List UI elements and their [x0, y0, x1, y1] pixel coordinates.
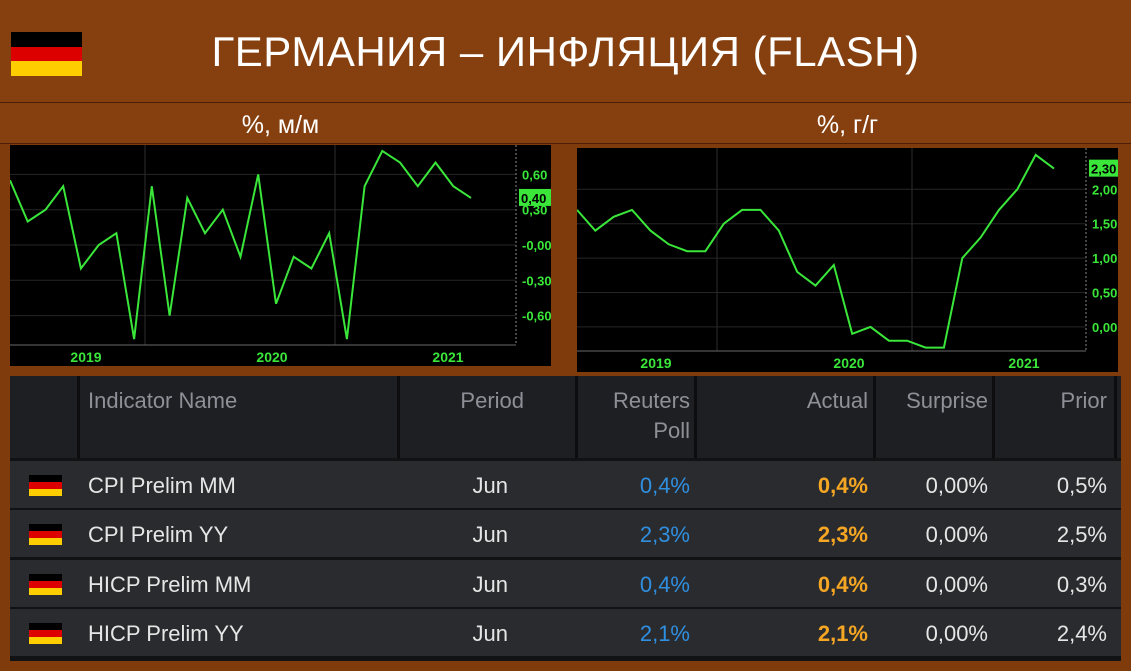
chart-yy-title: %, г/г	[816, 111, 879, 139]
current-value-badge	[519, 188, 551, 206]
germany-flag-icon	[11, 32, 82, 76]
y-tick-label: -0,00	[522, 238, 551, 253]
header-indicator-name[interactable]: Indicator Name	[88, 388, 238, 413]
cell-reuters-poll: 0,4%	[639, 473, 690, 498]
column-divider	[397, 376, 400, 458]
cell-actual: 2,3%	[817, 522, 868, 547]
table-row[interactable]: HICP Prelim MM Jun 0,4% 0,4% 0,00% 0,3%	[10, 560, 1121, 607]
header-reuters-poll[interactable]: Reuters Poll	[578, 376, 690, 458]
series-line	[577, 153, 1055, 349]
column-divider	[1114, 376, 1117, 458]
y-tick-label: 0,60	[522, 167, 547, 182]
column-divider	[575, 376, 578, 458]
germany-flag-icon	[29, 475, 62, 496]
column-divider	[873, 376, 876, 458]
chart-mm: 0,60 0,30 -0,00 -0,30 -0,60 0,40 2019 2020 2021	[10, 145, 551, 366]
cell-surprise: 0,00%	[925, 473, 988, 498]
cell-prior: 2,5%	[1056, 522, 1107, 547]
flag-stripe-black	[11, 32, 82, 47]
column-divider	[992, 376, 995, 458]
header-reuters-poll-line2: Poll	[653, 418, 690, 443]
header-band	[0, 0, 1131, 103]
x-tick-label: 2020	[833, 355, 864, 371]
cell-prior: 0,5%	[1056, 473, 1107, 498]
flag-stripe-red	[11, 46, 82, 62]
table-row[interactable]: HICP Prelim YY Jun 2,1% 2,1% 0,00% 2,4%	[10, 609, 1121, 656]
cell-reuters-poll: 2,1%	[639, 621, 690, 646]
x-tick-label: 2019	[70, 349, 101, 365]
cell-period: Jun	[472, 572, 508, 597]
y-tick-label: 0,50	[1092, 286, 1117, 301]
chart-mm-svg: 0,60 0,30 -0,00 -0,30 -0,60 0,40 2019 2020 2021	[10, 145, 551, 365]
current-value-label: 0,40	[521, 191, 546, 206]
y-tick-label: -0,60	[522, 309, 551, 324]
cell-reuters-poll: 2,3%	[639, 522, 690, 547]
flag-stripe-red	[29, 630, 62, 637]
flag-stripe-red	[29, 531, 62, 538]
cell-surprise: 0,00%	[925, 621, 988, 646]
cell-actual: 0,4%	[817, 473, 868, 498]
table-row[interactable]: CPI Prelim YY Jun 2,3% 2,3% 0,00% 2,5%	[10, 510, 1121, 557]
cell-surprise: 0,00%	[925, 572, 988, 597]
chart-yy: 2,00 1,50 1,00 0,50 0,00 2,30 2019 2020 2021	[577, 148, 1118, 372]
indicator-table: Indicator Name Period Reuters Poll Actua…	[10, 376, 1121, 661]
table-header: Indicator Name Period Reuters Poll Actua…	[10, 376, 1121, 458]
germany-flag-icon	[29, 524, 62, 545]
header-reuters-poll-line1: Reuters	[612, 388, 690, 413]
cell-prior: 2,4%	[1056, 621, 1107, 646]
cell-indicator-name: HICP Prelim MM	[88, 572, 252, 597]
flag-stripe-black	[29, 623, 62, 630]
cell-reuters-poll: 0,4%	[639, 572, 690, 597]
x-tick-label: 2019	[640, 355, 671, 371]
flag-stripe-gold	[29, 538, 62, 545]
flag-stripe-gold	[29, 489, 62, 496]
cell-period: Jun	[472, 522, 508, 547]
y-tick-label: 0,00	[1092, 320, 1117, 335]
y-tick-label: 1,50	[1092, 217, 1117, 232]
x-tick-label: 2021	[432, 349, 463, 365]
flag-stripe-black	[29, 524, 62, 531]
flag-stripe-black	[29, 475, 62, 482]
y-tick-label: 1,00	[1092, 251, 1117, 266]
y-tick-label: 2,00	[1092, 182, 1117, 197]
y-tick-label: -0,30	[522, 273, 551, 288]
header-period[interactable]: Period	[460, 388, 524, 413]
flag-stripe-red	[29, 482, 62, 489]
column-divider	[77, 376, 80, 458]
cell-surprise: 0,00%	[925, 522, 988, 547]
cell-prior: 0,3%	[1056, 572, 1107, 597]
germany-flag-icon	[29, 574, 62, 595]
page-title: ГЕРМАНИЯ – ИНФЛЯЦИЯ (FLASH)	[211, 28, 920, 75]
cell-period: Jun	[472, 621, 508, 646]
flag-stripe-red	[29, 581, 62, 588]
y-tick-label: 0,30	[522, 203, 547, 218]
cell-indicator-name: CPI Prelim YY	[88, 522, 229, 547]
flag-stripe-gold	[29, 588, 62, 595]
chart-mm-title: %, м/м	[241, 111, 320, 139]
x-tick-label: 2020	[256, 349, 287, 365]
cell-actual: 0,4%	[817, 572, 868, 597]
series-line	[10, 149, 472, 340]
flag-stripe-black	[29, 574, 62, 581]
cell-actual: 2,1%	[817, 621, 868, 646]
header-surprise[interactable]: Surprise	[906, 388, 988, 413]
current-value-label: 2,30	[1091, 162, 1116, 177]
table-row[interactable]: CPI Prelim MM Jun 0,4% 0,4% 0,00% 0,5%	[10, 461, 1121, 508]
flag-stripe-gold	[29, 637, 62, 644]
chart-yy-svg: 2,00 1,50 1,00 0,50 0,00 2,30 2019 2020 2021	[577, 148, 1118, 371]
x-tick-label: 2021	[1008, 355, 1039, 371]
cell-period: Jun	[472, 473, 508, 498]
current-value-badge	[1089, 159, 1118, 177]
column-divider	[694, 376, 697, 458]
header-prior[interactable]: Prior	[1060, 388, 1107, 413]
cell-indicator-name: CPI Prelim MM	[88, 473, 236, 498]
subtitle-band	[0, 103, 1131, 144]
flag-stripe-gold	[11, 61, 82, 76]
cell-indicator-name: HICP Prelim YY	[88, 621, 244, 646]
germany-flag-icon	[29, 623, 62, 644]
header-actual[interactable]: Actual	[806, 388, 868, 413]
